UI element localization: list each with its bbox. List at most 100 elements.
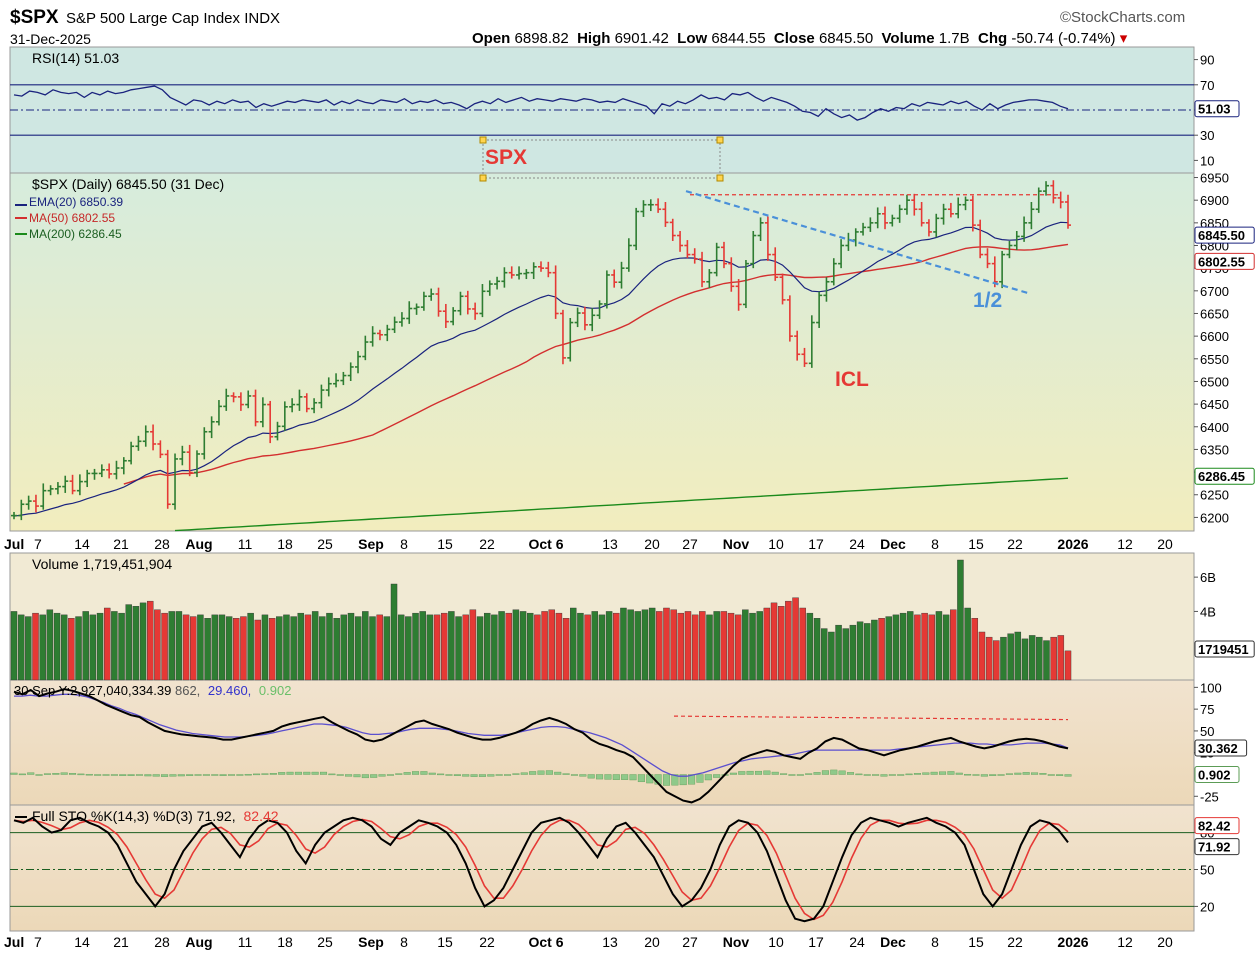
price-bar — [18, 499, 25, 521]
volume-bar — [17, 614, 25, 681]
spx-box-handle-br[interactable] — [716, 174, 724, 182]
x-axis-bottom-label-27: 20 — [1157, 934, 1173, 950]
price-bar — [1057, 191, 1064, 209]
volume-bar — [634, 611, 642, 681]
volume-bar — [448, 611, 455, 681]
volume-bar — [68, 618, 75, 681]
price-bar — [750, 231, 757, 269]
price-tick-6250: 6250 — [1200, 488, 1229, 503]
volume-bar — [383, 616, 391, 681]
volume-bar — [1000, 636, 1007, 681]
sto-k-last-label-box — [1194, 838, 1240, 856]
x-axis-bottom-label-7: 18 — [277, 934, 293, 950]
volume-bar — [311, 611, 319, 681]
price-bar — [947, 202, 954, 218]
macd-histogram-bar — [119, 774, 127, 776]
x-axis-top-label-24: 22 — [1007, 536, 1023, 552]
price-bar — [413, 303, 420, 315]
price-bar — [391, 316, 398, 333]
price-bar — [699, 251, 706, 288]
price-tick-6350: 6350 — [1200, 442, 1229, 457]
macd-histogram-bar — [378, 774, 386, 777]
volume-bar — [505, 612, 512, 681]
price-bar — [567, 318, 574, 362]
macd-legend-mid: 862, — [175, 683, 200, 698]
macd-histogram-bar — [688, 774, 696, 785]
spx-annotation-box[interactable] — [482, 139, 721, 179]
price-bar — [172, 453, 179, 510]
price-bar — [589, 308, 596, 332]
macd-histogram-bar — [679, 774, 687, 786]
macd-histogram-bar — [604, 774, 612, 780]
volume-bar — [290, 616, 297, 681]
macd-histogram-bar — [989, 774, 997, 776]
volume-bar — [985, 636, 993, 681]
price-bar — [32, 494, 39, 513]
macd-histogram-bar — [796, 774, 804, 776]
price-bar — [428, 288, 435, 301]
price-bar — [25, 495, 32, 510]
macd-histogram-bar — [596, 774, 604, 780]
macd-histogram-bar — [863, 774, 871, 776]
volume-bar — [964, 607, 971, 681]
sto-tick-20: 20 — [1200, 899, 1214, 914]
price-bar — [150, 424, 157, 451]
price-bar — [40, 483, 47, 510]
price-tick-6500: 6500 — [1200, 374, 1229, 389]
macd-histogram-bar — [1056, 774, 1064, 776]
volume-bar — [613, 612, 620, 681]
rsi-last-label-box — [1194, 100, 1240, 118]
volume-bar — [476, 616, 484, 681]
x-axis-top-7: 7 — [34, 536, 42, 552]
x-axis-top-label-2: 14 — [74, 536, 90, 552]
price-bar — [369, 326, 376, 347]
volume-bar — [1014, 631, 1022, 681]
price-bar — [501, 267, 508, 288]
macd-histogram-bar — [470, 774, 478, 777]
macd-histogram-bar — [311, 771, 319, 775]
price-tick-6900: 6900 — [1200, 193, 1229, 208]
x-axis-bottom-label-22: 8 — [931, 934, 939, 950]
spx-box-handle-tl[interactable] — [479, 136, 487, 144]
high-value: 6901.42 — [614, 30, 669, 47]
volume-bar — [354, 616, 362, 681]
macd-histogram-bar — [939, 771, 947, 775]
macd-histogram-bar — [278, 772, 286, 775]
macd-legend: 30 Sep Y:2,927,040,334.39 862, 29.460, 0… — [14, 683, 291, 698]
x-axis-top-label-6: 11 — [238, 536, 253, 552]
brand-watermark[interactable]: ©StockCharts.com — [1060, 9, 1186, 26]
macd-histogram-bar — [780, 773, 788, 775]
spx-box-handle-bl[interactable] — [479, 174, 487, 182]
volume-bar — [405, 616, 412, 681]
x-axis-top-label-23: 15 — [968, 536, 984, 552]
macd-histogram-bar — [453, 774, 461, 776]
x-axis-top-label-26: 12 — [1117, 536, 1133, 552]
volume-bar — [548, 609, 555, 681]
macd-histogram-bar — [1022, 772, 1030, 775]
x-axis-bottom-label-6: 11 — [238, 934, 253, 950]
price-bar — [274, 421, 281, 441]
price-bar — [691, 248, 698, 264]
x-axis-bottom-label-4: 28 — [154, 934, 170, 950]
price-bar — [662, 202, 669, 227]
volume-bar — [835, 624, 842, 681]
volume-bar — [469, 609, 477, 681]
volume-bar — [276, 616, 283, 681]
macd-histogram-bar — [855, 773, 863, 776]
volume-bar — [440, 612, 448, 681]
x-axis-bottom-label-17: Nov — [723, 934, 750, 950]
price-bar — [999, 250, 1006, 289]
volume-bar — [154, 609, 161, 681]
volume-bar — [319, 616, 326, 681]
rsi-legend: RSI(14) 51.03 — [32, 50, 119, 66]
volume-tick-4B: 4B — [1200, 604, 1216, 619]
macd-histogram-bar — [821, 770, 829, 775]
price-bar — [918, 202, 925, 227]
price-bar — [647, 199, 654, 212]
price-tick-6200: 6200 — [1200, 510, 1229, 525]
price-legend-ema20: EMA(20) 6850.39 — [29, 195, 123, 209]
spx-box-handle-tr[interactable] — [716, 136, 724, 144]
price-bar — [376, 329, 383, 341]
price-bar — [193, 450, 200, 478]
macd-histogram-bar — [219, 774, 227, 776]
